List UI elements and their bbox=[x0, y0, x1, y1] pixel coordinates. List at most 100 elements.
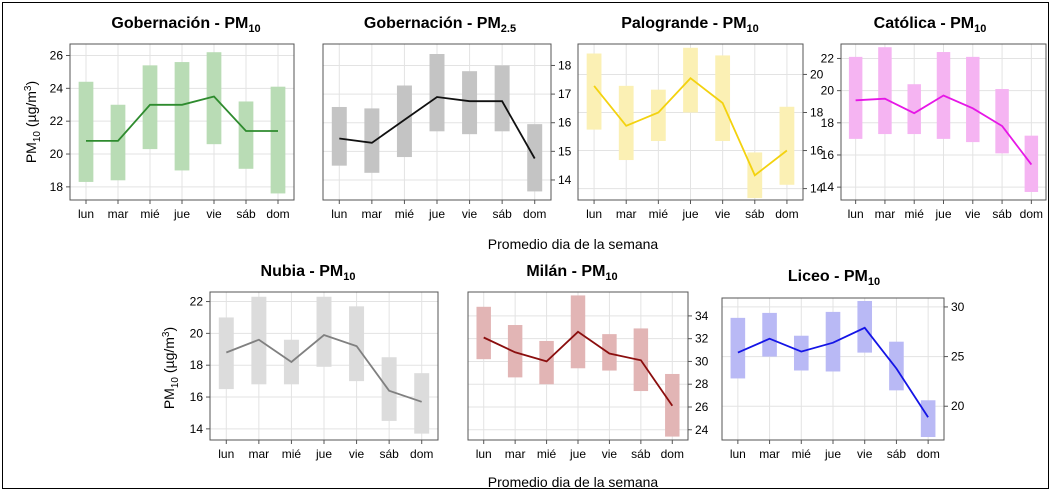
range-band bbox=[414, 373, 430, 434]
x-tick-label: vie bbox=[965, 207, 981, 221]
range-band bbox=[539, 340, 554, 385]
panel-nubia-pm10: Nubia - PM10 bbox=[261, 263, 356, 283]
x-tick-label: dom bbox=[661, 447, 684, 461]
x-tick-label: jue bbox=[569, 447, 586, 461]
x-tick-label: sáb bbox=[236, 207, 256, 221]
x-tick-label: lun bbox=[848, 207, 864, 221]
y-tick-label: 20 bbox=[190, 326, 204, 340]
x-tick-label: dom bbox=[523, 207, 546, 221]
x-tick-label: mié bbox=[649, 207, 669, 221]
y-tick-label: 24 bbox=[695, 423, 709, 437]
x-tick-label: dom bbox=[916, 447, 939, 461]
y-tick-label: 16 bbox=[190, 390, 204, 404]
y-tick-label: 26 bbox=[695, 400, 709, 414]
x-tick-label: vie bbox=[206, 207, 222, 221]
panel-title: Palogrande - PM10 bbox=[621, 15, 759, 35]
y-tick-label: 17 bbox=[558, 87, 572, 101]
x-tick-label: mar bbox=[362, 207, 383, 221]
x-tick-label: jue bbox=[315, 447, 332, 461]
range-band bbox=[218, 317, 234, 390]
mean-line bbox=[86, 95, 278, 142]
x-tick-label: lun bbox=[476, 447, 492, 461]
range-band bbox=[715, 55, 731, 142]
y-tick-label: 14 bbox=[190, 422, 204, 436]
x-tick-label: lun bbox=[730, 447, 746, 461]
mean-line bbox=[483, 330, 674, 407]
y-tick-label: 30 bbox=[951, 300, 965, 314]
x-tick-label: mar bbox=[875, 207, 896, 221]
x-tick-label: vie bbox=[602, 447, 618, 461]
x-tick-label: jue bbox=[173, 207, 190, 221]
y-tick-label: 16 bbox=[821, 148, 835, 162]
range-band bbox=[238, 101, 254, 169]
chart-panel-6: lun mar mié jue vie sáb dom 20 25 30 bbox=[721, 297, 965, 461]
x-tick-label: lun bbox=[331, 207, 347, 221]
range-band bbox=[857, 300, 873, 353]
range-band bbox=[476, 306, 491, 360]
y-tick-label: 24 bbox=[50, 81, 64, 95]
range-band bbox=[316, 296, 332, 367]
panel-liceo-pm10: Liceo - PM10 bbox=[788, 268, 880, 288]
range-band bbox=[683, 47, 698, 113]
panel-title: Nubia - PM10 bbox=[261, 263, 356, 283]
x-tick-label: lun bbox=[218, 447, 234, 461]
chart-panel-5: lun mar mié jue vie sáb dom 24 26 28 30 32 34 bbox=[467, 291, 709, 461]
y-tick-label: 14 bbox=[821, 180, 835, 194]
x-tick-label: mié bbox=[282, 447, 302, 461]
panel-catolica-pm10: Católica - PM10 bbox=[874, 15, 987, 35]
panel-gobernacion-pm10: Gobernación - PM10 bbox=[111, 15, 260, 35]
panel-milan-pm10: Milán - PM10 bbox=[526, 263, 617, 283]
x-tick-label: mar bbox=[759, 447, 780, 461]
x-tick-label: mar bbox=[505, 447, 526, 461]
x-tick-label: mar bbox=[249, 447, 270, 461]
x-tick-label: dom bbox=[775, 207, 798, 221]
range-band bbox=[878, 47, 892, 135]
chart-panel-2: lun mar mié jue vie sáb dom 14 16 18 20 bbox=[577, 43, 824, 221]
panel-gobernacion-pm25: Gobernación - PM2.5 bbox=[364, 15, 516, 35]
range-band bbox=[848, 56, 863, 139]
mean-line bbox=[855, 94, 1033, 166]
x-tick-label: vie bbox=[462, 207, 478, 221]
x-tick-label: sáb bbox=[745, 207, 765, 221]
range-band bbox=[349, 306, 365, 382]
y-tick-label: 16 bbox=[810, 144, 824, 158]
y-tick-label: 18 bbox=[810, 105, 824, 119]
x-tick-label: sáb bbox=[992, 207, 1012, 221]
range-band bbox=[331, 106, 347, 166]
chart-panel-3: lun mar mié jue vie sáb dom 14 16 18 20 22 bbox=[821, 43, 1047, 221]
x-tick-label: sáb bbox=[379, 447, 399, 461]
y-tick-label: 18 bbox=[558, 58, 572, 72]
panel-title: Milán - PM10 bbox=[526, 263, 617, 283]
x-axis-label-bottom: Promedio dia de la semana bbox=[488, 474, 659, 490]
range-band bbox=[494, 65, 510, 132]
range-band bbox=[920, 400, 936, 438]
range-band bbox=[507, 325, 523, 378]
y-tick-label: 14 bbox=[558, 173, 572, 187]
y-tick-label: 22 bbox=[821, 51, 835, 65]
x-tick-label: dom bbox=[1020, 207, 1043, 221]
panel-palogrande-pm10: Palogrande - PM10 bbox=[621, 15, 759, 35]
chart-panel-0: lun mar mié jue vie sáb dom 18 20 22 24 26 bbox=[50, 43, 295, 221]
y-tick-label: 15 bbox=[558, 144, 572, 158]
x-tick-label: mar bbox=[108, 207, 129, 221]
y-tick-label: 20 bbox=[50, 147, 64, 161]
y-tick-label: 25 bbox=[951, 350, 965, 364]
x-tick-label: mar bbox=[616, 207, 637, 221]
range-band bbox=[907, 84, 921, 135]
range-band bbox=[889, 341, 904, 391]
y-tick-label: 30 bbox=[695, 354, 709, 368]
panel-title: Gobernación - PM2.5 bbox=[364, 15, 516, 35]
range-band bbox=[793, 335, 809, 371]
range-band bbox=[174, 62, 190, 171]
y-tick-label: 20 bbox=[810, 67, 824, 81]
range-band bbox=[270, 86, 286, 194]
range-band bbox=[586, 53, 602, 130]
range-band bbox=[825, 311, 841, 372]
y-tick-label: 32 bbox=[695, 332, 709, 346]
x-tick-label: jue bbox=[428, 207, 445, 221]
range-band bbox=[78, 81, 94, 182]
y-tick-label: 26 bbox=[50, 48, 64, 62]
y-tick-label: 16 bbox=[558, 116, 572, 130]
